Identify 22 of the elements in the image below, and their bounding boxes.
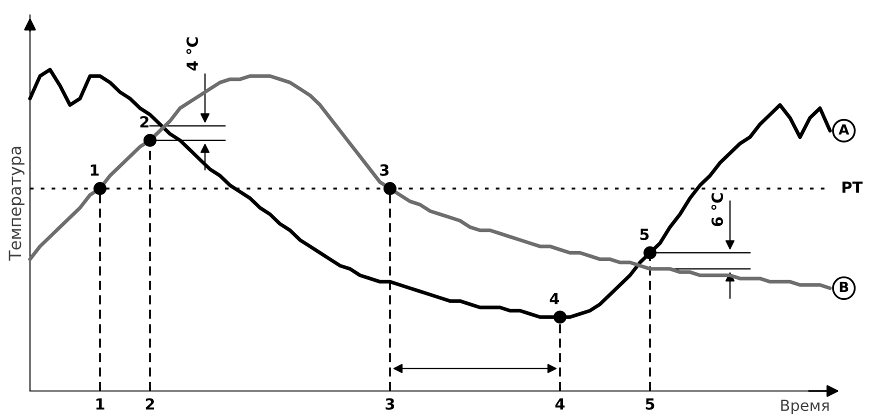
series-label: A bbox=[838, 124, 850, 135]
x-tick-label: 4 bbox=[555, 398, 565, 410]
point bbox=[553, 310, 567, 324]
point bbox=[643, 246, 657, 260]
series-label: B bbox=[840, 282, 848, 292]
x-tick-label: 1 bbox=[96, 398, 104, 410]
y-axis-title: Температура bbox=[8, 146, 24, 261]
annotation: 6 °C bbox=[711, 193, 724, 226]
x-tick-label: 3 bbox=[386, 398, 394, 410]
annotation: 4 °C bbox=[186, 37, 198, 71]
x-tick-label: 2 bbox=[146, 398, 154, 410]
point bbox=[93, 182, 107, 196]
annotation: 3 bbox=[380, 164, 389, 176]
annotation: 4 bbox=[550, 293, 560, 304]
point bbox=[383, 182, 397, 196]
annotation: 2 bbox=[140, 116, 148, 128]
x-axis-title: Время bbox=[781, 400, 829, 414]
x-tick-label: 5 bbox=[646, 398, 654, 410]
annotation: 1 bbox=[90, 164, 99, 176]
point bbox=[143, 134, 157, 147]
annotation: 5 bbox=[640, 228, 649, 240]
ref-line-label: РТ bbox=[842, 182, 863, 193]
